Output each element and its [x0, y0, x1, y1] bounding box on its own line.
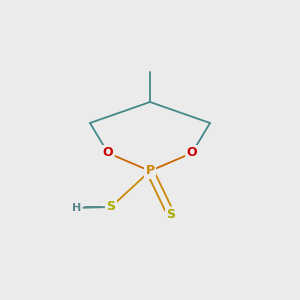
Text: P: P	[146, 164, 154, 178]
Text: H: H	[72, 203, 81, 213]
Text: O: O	[103, 146, 113, 160]
Text: S: S	[167, 208, 176, 221]
Text: S: S	[106, 200, 116, 214]
Text: O: O	[187, 146, 197, 160]
